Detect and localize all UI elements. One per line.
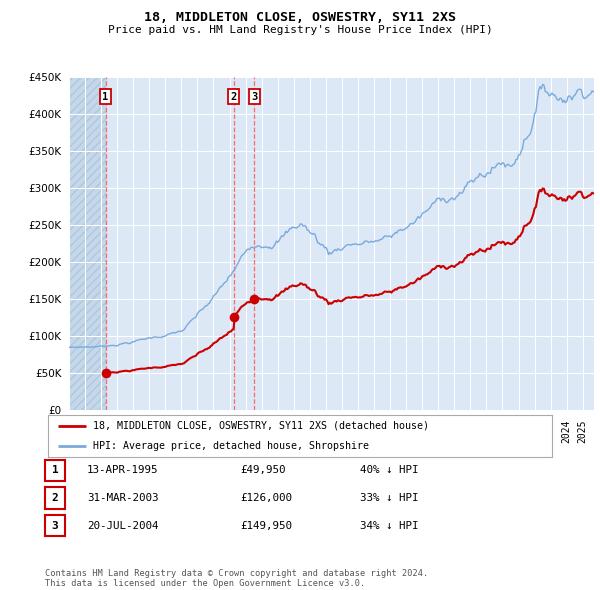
Text: 34% ↓ HPI: 34% ↓ HPI bbox=[360, 521, 419, 530]
Text: 40% ↓ HPI: 40% ↓ HPI bbox=[360, 466, 419, 475]
Text: 2: 2 bbox=[230, 91, 236, 101]
Text: 1: 1 bbox=[52, 466, 58, 475]
Text: 2: 2 bbox=[52, 493, 58, 503]
Text: £149,950: £149,950 bbox=[240, 521, 292, 530]
Text: HPI: Average price, detached house, Shropshire: HPI: Average price, detached house, Shro… bbox=[94, 441, 370, 451]
Text: 31-MAR-2003: 31-MAR-2003 bbox=[87, 493, 158, 503]
Text: 13-APR-1995: 13-APR-1995 bbox=[87, 466, 158, 475]
Text: 1: 1 bbox=[103, 91, 109, 101]
Text: 33% ↓ HPI: 33% ↓ HPI bbox=[360, 493, 419, 503]
Text: 20-JUL-2004: 20-JUL-2004 bbox=[87, 521, 158, 530]
Bar bbox=[69, 77, 106, 410]
Text: Price paid vs. HM Land Registry's House Price Index (HPI): Price paid vs. HM Land Registry's House … bbox=[107, 25, 493, 35]
Text: 3: 3 bbox=[52, 521, 58, 530]
Bar bbox=[69, 77, 106, 410]
Text: £126,000: £126,000 bbox=[240, 493, 292, 503]
Text: 18, MIDDLETON CLOSE, OSWESTRY, SY11 2XS (detached house): 18, MIDDLETON CLOSE, OSWESTRY, SY11 2XS … bbox=[94, 421, 430, 431]
Text: 18, MIDDLETON CLOSE, OSWESTRY, SY11 2XS: 18, MIDDLETON CLOSE, OSWESTRY, SY11 2XS bbox=[144, 11, 456, 24]
Text: £49,950: £49,950 bbox=[240, 466, 286, 475]
Text: Contains HM Land Registry data © Crown copyright and database right 2024.
This d: Contains HM Land Registry data © Crown c… bbox=[45, 569, 428, 588]
Text: 3: 3 bbox=[251, 91, 257, 101]
